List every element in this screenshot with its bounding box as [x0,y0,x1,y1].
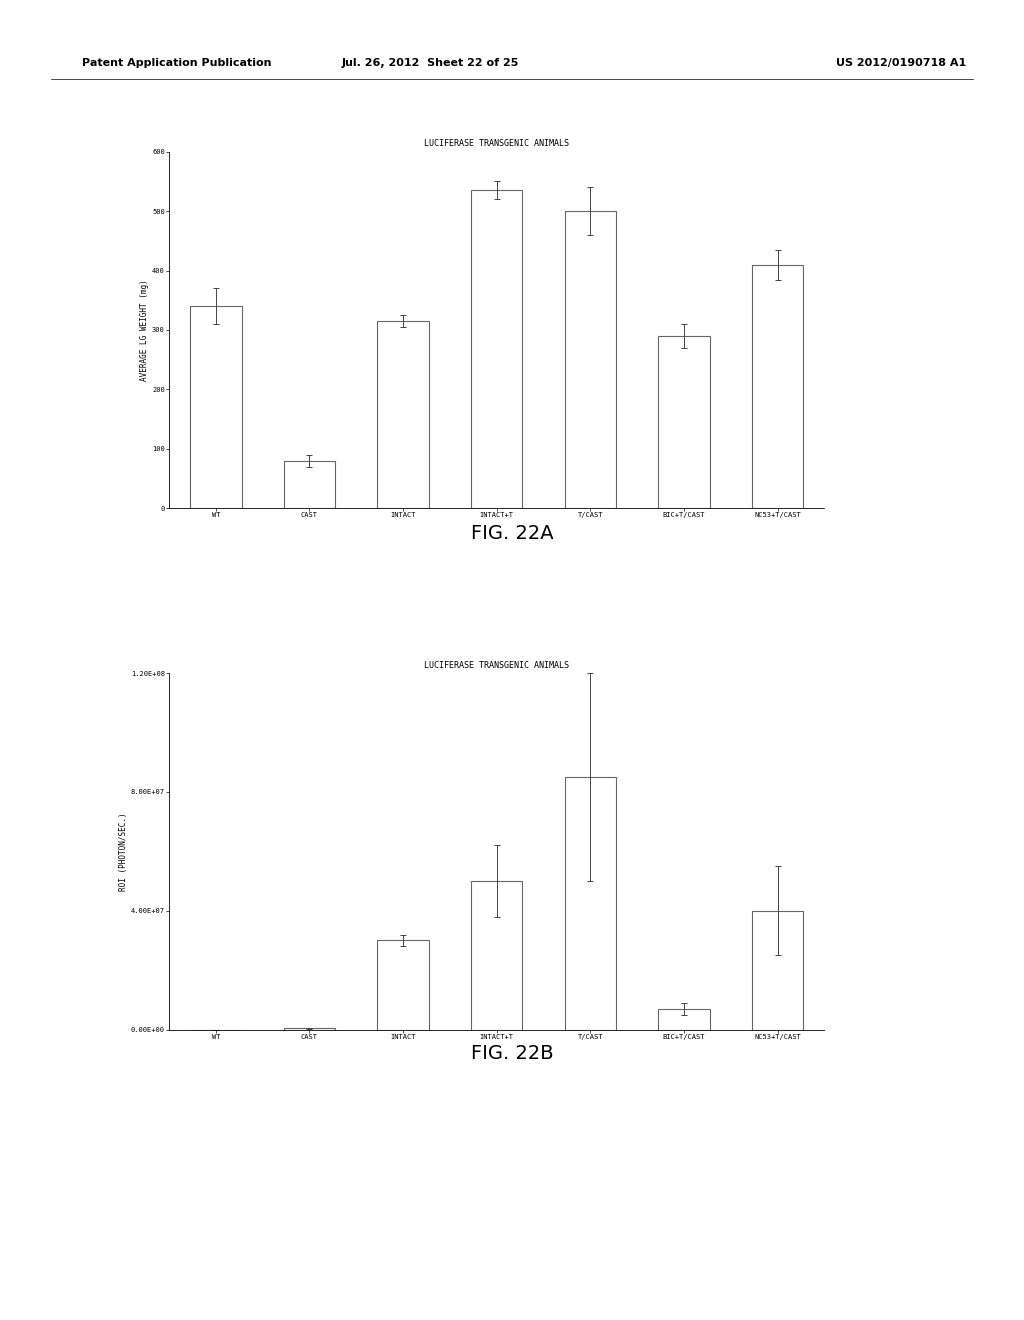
Bar [752,264,803,508]
Bar [471,882,522,1030]
Bar [284,1028,335,1030]
Bar [564,777,616,1030]
Bar [190,306,242,508]
Bar [658,1008,710,1030]
Y-axis label: ROI (PHOTON/SEC.): ROI (PHOTON/SEC.) [119,812,128,891]
Bar [377,940,429,1030]
Bar [377,321,429,508]
Bar [471,190,522,508]
Bar [752,911,803,1030]
Text: FIG. 22A: FIG. 22A [471,524,553,543]
Text: Jul. 26, 2012  Sheet 22 of 25: Jul. 26, 2012 Sheet 22 of 25 [341,58,519,69]
Text: US 2012/0190718 A1: US 2012/0190718 A1 [836,58,967,69]
Y-axis label: AVERAGE LG WEIGHT (mg): AVERAGE LG WEIGHT (mg) [140,279,150,381]
Bar [658,337,710,508]
Text: Patent Application Publication: Patent Application Publication [82,58,271,69]
Text: FIG. 22B: FIG. 22B [471,1044,553,1063]
Bar [564,211,616,508]
Title: LUCIFERASE TRANSGENIC ANIMALS: LUCIFERASE TRANSGENIC ANIMALS [424,139,569,148]
Bar [284,461,335,508]
Title: LUCIFERASE TRANSGENIC ANIMALS: LUCIFERASE TRANSGENIC ANIMALS [424,660,569,669]
